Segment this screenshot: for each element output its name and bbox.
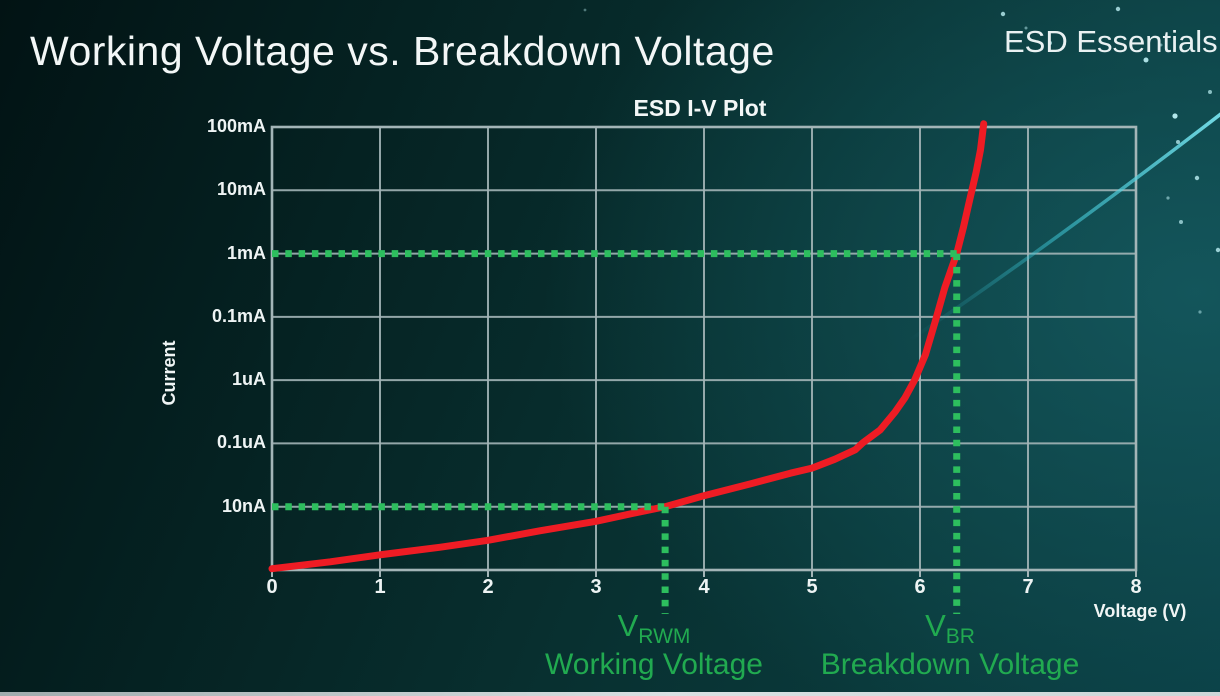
y-tick-label: 1uA bbox=[231, 369, 266, 390]
vrwm-annotation: VRWM Working Voltage bbox=[484, 608, 824, 682]
y-tick-label: 0.1uA bbox=[216, 432, 266, 453]
vbr-symbol: VBR bbox=[925, 608, 975, 649]
y-tick-label: 100mA bbox=[206, 116, 266, 136]
y-tick-label: 10mA bbox=[216, 179, 266, 200]
vrwm-symbol: VRWM bbox=[617, 608, 691, 649]
x-tick-label: 5 bbox=[806, 576, 818, 598]
x-tick-label: 8 bbox=[1130, 576, 1142, 598]
x-tick-label: 7 bbox=[1022, 576, 1034, 598]
x-tick-label: 3 bbox=[590, 576, 602, 598]
y-tick-label: 0.1mA bbox=[211, 305, 266, 326]
x-tick-label: 4 bbox=[698, 576, 710, 598]
bottom-edge-bar bbox=[0, 692, 1220, 696]
vrwm-caption: Working Voltage bbox=[545, 648, 763, 682]
chart-title: ESD I-V Plot bbox=[633, 95, 767, 121]
x-axis-title: Voltage (V) bbox=[1093, 601, 1187, 621]
y-tick-label: 1mA bbox=[226, 242, 266, 263]
slide-title: Working Voltage vs. Breakdown Voltage bbox=[30, 28, 775, 74]
decorative-swoosh-line bbox=[909, 112, 1220, 342]
vbr-annotation: VBR Breakdown Voltage bbox=[780, 608, 1120, 682]
decorative-star-dots bbox=[583, 6, 1220, 314]
x-tick-label: 2 bbox=[482, 576, 494, 598]
x-tick-label: 1 bbox=[374, 576, 386, 598]
vbr-caption: Breakdown Voltage bbox=[820, 648, 1080, 682]
grid-lines bbox=[270, 125, 1138, 577]
green-guide-dotted-lines bbox=[272, 250, 961, 614]
x-tick-label: 0 bbox=[266, 576, 278, 598]
brand-label: ESD Essentials bbox=[1004, 24, 1218, 59]
iv-curve bbox=[268, 120, 988, 573]
x-tick-label: 6 bbox=[914, 576, 926, 598]
y-tick-label: 10nA bbox=[221, 495, 266, 516]
